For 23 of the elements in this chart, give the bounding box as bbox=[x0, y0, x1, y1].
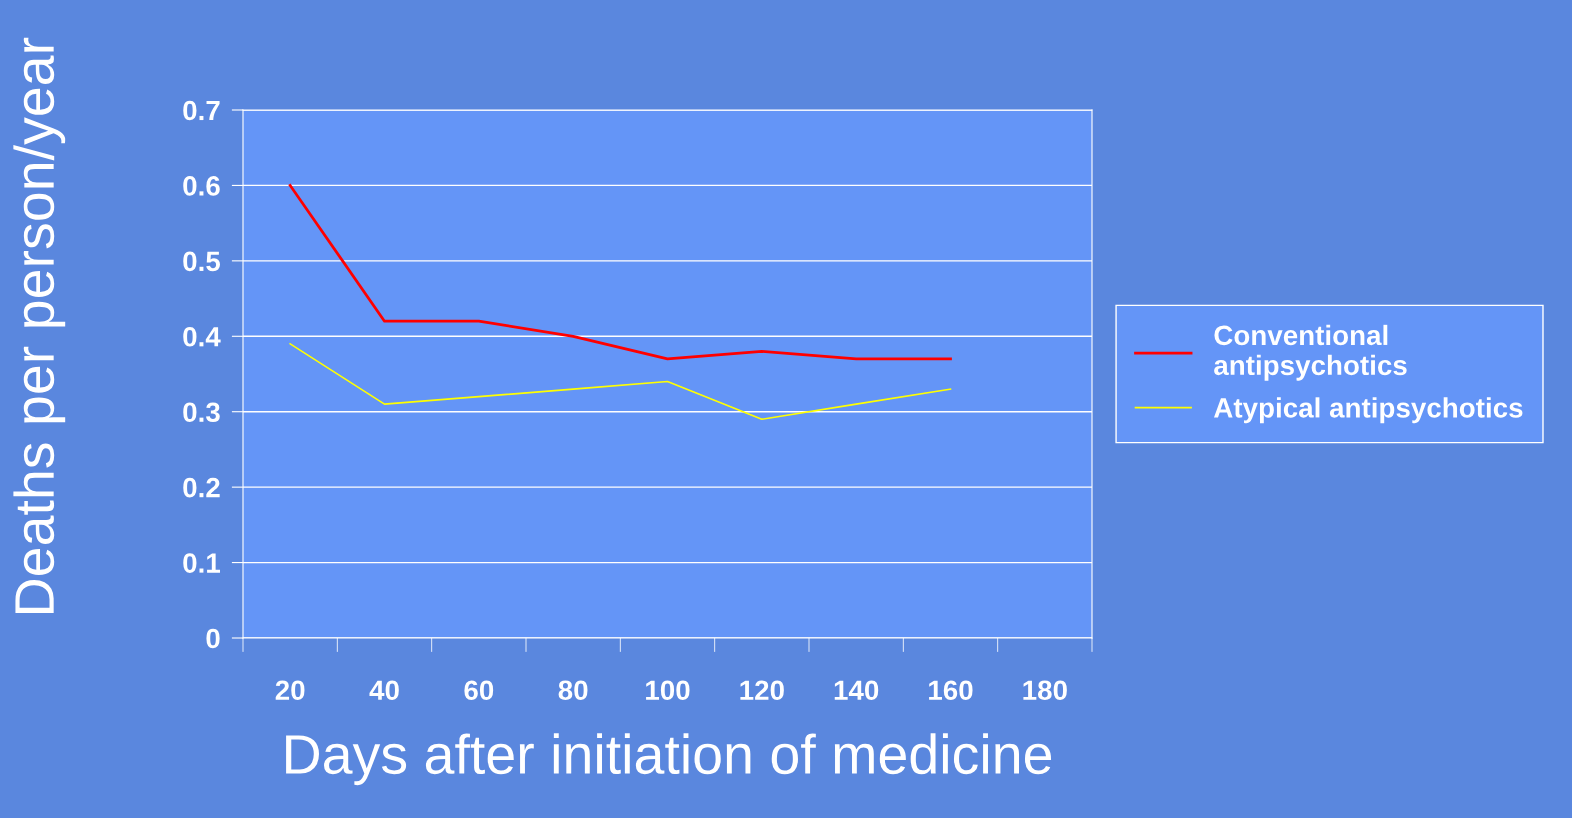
y-tick-label: 0.5 bbox=[183, 251, 221, 272]
y-tick-label: 0.1 bbox=[183, 553, 221, 573]
x-tick-label: 120 bbox=[740, 680, 784, 701]
y-tick-label: 0.4 bbox=[183, 326, 221, 347]
x-axis-title: Days after initiation of medicine bbox=[286, 733, 1052, 786]
x-tick-label: 100 bbox=[646, 680, 690, 701]
x-tick-label: 60 bbox=[464, 680, 494, 701]
x-tick-label: 20 bbox=[275, 680, 305, 701]
y-tick-label: 0 bbox=[206, 628, 220, 649]
legend-label: Conventional antipsychotics bbox=[1214, 324, 1407, 381]
x-tick-label: 140 bbox=[834, 680, 879, 701]
y-tick-label: 0.2 bbox=[183, 477, 220, 498]
x-tick-label: 80 bbox=[558, 680, 588, 701]
line-series bbox=[289, 342, 952, 421]
x-tick-label: 160 bbox=[929, 680, 973, 701]
y-tick-label: 0.7 bbox=[183, 100, 220, 121]
x-tick-label: 180 bbox=[1023, 680, 1067, 701]
x-tick-label: 40 bbox=[369, 680, 399, 701]
y-tick-label: 0.6 bbox=[183, 176, 220, 196]
legend-label: Atypical antipsychotics bbox=[1213, 397, 1523, 424]
line-series bbox=[288, 184, 952, 361]
y-tick-label: 0.3 bbox=[183, 402, 220, 423]
y-axis-title: Deaths per person/year bbox=[13, 37, 66, 613]
